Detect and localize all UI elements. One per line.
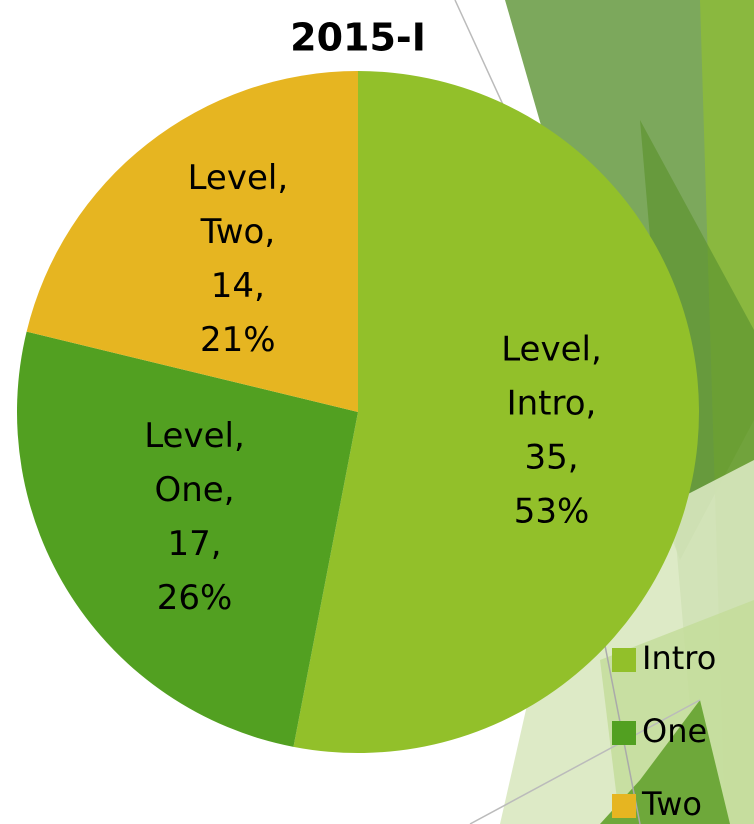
category-name: Two bbox=[200, 212, 265, 252]
separator: , bbox=[586, 383, 597, 423]
chart: 2015-I Level,Intro,35,53%Level,One,17,26… bbox=[0, 0, 754, 824]
percent-label: 26% bbox=[157, 578, 233, 618]
value-label: 35 bbox=[524, 437, 567, 477]
legend-label: Two bbox=[641, 785, 702, 823]
separator: , bbox=[591, 329, 602, 369]
separator: , bbox=[234, 416, 245, 456]
separator: , bbox=[224, 470, 235, 510]
legend-label: One bbox=[642, 712, 707, 750]
separator: , bbox=[211, 524, 222, 564]
legend-swatch bbox=[612, 721, 636, 745]
legend-swatch bbox=[612, 794, 636, 818]
percent-label: 21% bbox=[200, 320, 276, 360]
series-name: Level bbox=[188, 158, 278, 198]
separator: , bbox=[264, 212, 275, 252]
percent-label: 53% bbox=[514, 491, 590, 531]
separator: , bbox=[277, 158, 288, 198]
value-label: 14 bbox=[211, 266, 254, 306]
value-label: 17 bbox=[167, 524, 210, 564]
legend: Intro One Two bbox=[612, 639, 716, 823]
category-name: Intro bbox=[507, 383, 586, 423]
chart-title: 2015-I bbox=[290, 16, 426, 60]
legend-swatch bbox=[612, 648, 636, 672]
separator: , bbox=[254, 266, 265, 306]
pie bbox=[17, 71, 699, 753]
separator: , bbox=[568, 437, 579, 477]
category-name: One bbox=[154, 470, 223, 510]
series-name: Level bbox=[501, 329, 591, 369]
legend-label: Intro bbox=[642, 639, 716, 677]
series-name: Level bbox=[144, 416, 234, 456]
